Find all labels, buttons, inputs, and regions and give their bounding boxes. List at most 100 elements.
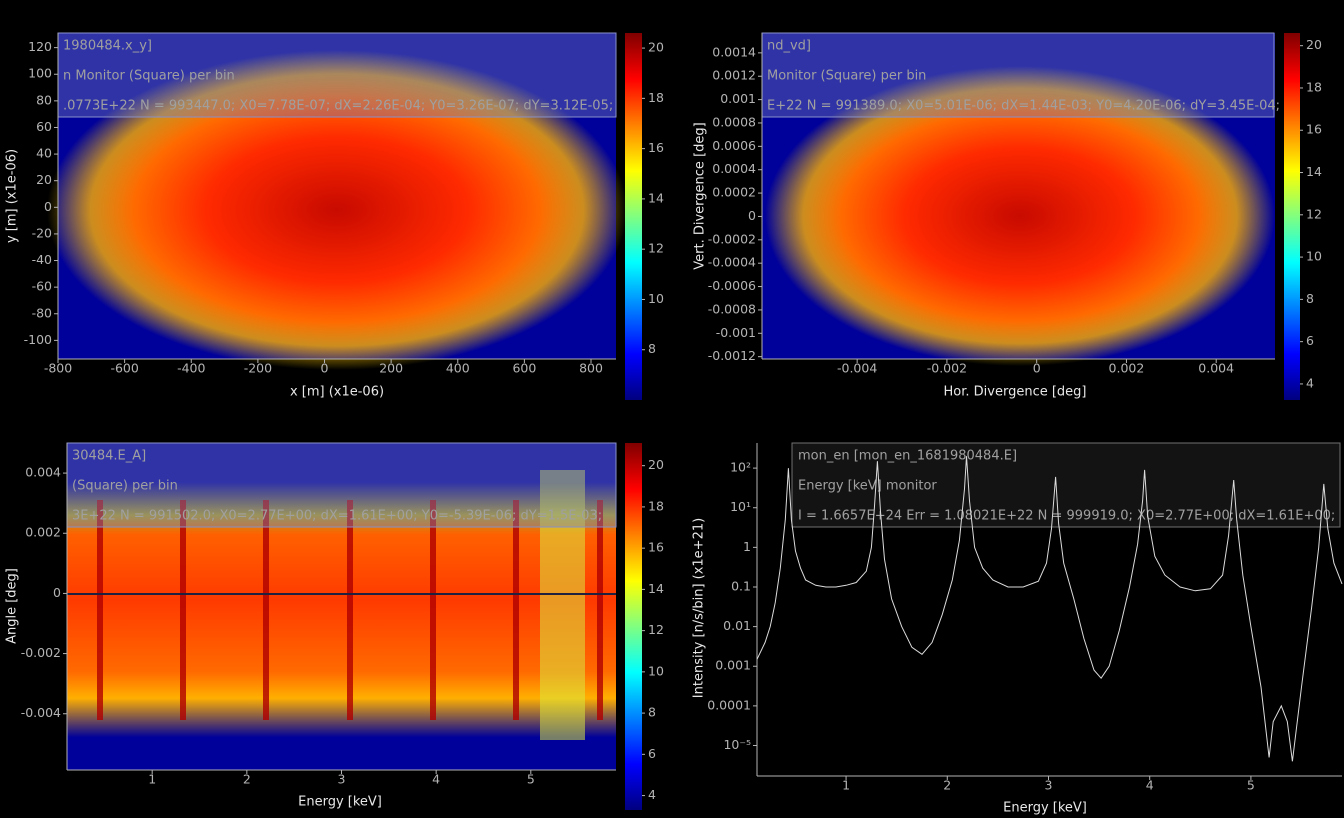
colorbar xyxy=(625,443,642,810)
x-tick-label: 0 xyxy=(1033,361,1041,376)
y-tick-label: -0.001 xyxy=(716,325,756,340)
x-tick-label: -0.004 xyxy=(837,361,877,376)
y-tick-label: 60 xyxy=(36,119,52,134)
y-tick-label: 0 xyxy=(748,208,756,223)
y-tick-label: 0 xyxy=(44,199,52,214)
colorbar-tick-label: 8 xyxy=(648,705,656,720)
colorbar-tick-label: 6 xyxy=(648,746,656,761)
y-tick-label: 0.0004 xyxy=(712,161,756,176)
colorbar-tick-label: 8 xyxy=(648,341,656,356)
colorbar-tick-label: 14 xyxy=(648,581,664,596)
y-tick-label: 20 xyxy=(36,172,52,187)
x-tick-label: 1 xyxy=(842,778,850,793)
colorbar-tick-label: 10 xyxy=(648,663,664,678)
colorbar xyxy=(1284,33,1300,400)
annotation: 1980484.x_y] xyxy=(63,39,152,54)
x-tick-label: 3 xyxy=(338,772,346,787)
y-tick-label: 40 xyxy=(36,146,52,161)
colorbar-tick-label: 20 xyxy=(648,457,664,472)
x-tick-label: 5 xyxy=(1247,778,1255,793)
x-tick-label: -0.002 xyxy=(927,361,967,376)
y-tick-label: 0.0002 xyxy=(712,185,756,200)
annotation: nd_vd] xyxy=(767,39,811,54)
colorbar-tick-label: 8 xyxy=(1306,291,1314,306)
y-axis-label: Vert. Divergence [deg] xyxy=(693,122,708,269)
y-tick-label: -0.0012 xyxy=(708,348,756,363)
annotation: I = 1.6657E+24 Err = 1.08021E+22 N = 999… xyxy=(798,509,1335,524)
x-tick-label: 0 xyxy=(321,361,329,376)
colorbar-tick-label: 16 xyxy=(648,140,664,155)
y-axis-label: Intensity [n/s/bin] (x1e+21) xyxy=(692,518,707,698)
y-tick-label: -20 xyxy=(32,225,52,240)
colorbar-tick-label: 14 xyxy=(648,190,664,205)
x-axis-label: x [m] (x1e-06) xyxy=(290,385,384,400)
x-tick-label: -800 xyxy=(44,361,72,376)
line-series xyxy=(756,456,1343,762)
y-tick-label: 80 xyxy=(36,92,52,107)
y-tick-label: -0.0006 xyxy=(708,278,756,293)
colorbar-tick-label: 18 xyxy=(648,498,664,513)
colorbar-tick-label: 6 xyxy=(1306,333,1314,348)
x-tick-label: 3 xyxy=(1045,778,1053,793)
colorbar-tick-label: 20 xyxy=(648,40,664,55)
x-tick-label: -400 xyxy=(177,361,205,376)
colorbar-tick-label: 12 xyxy=(648,622,664,637)
x-tick-label: 400 xyxy=(446,361,470,376)
colorbar-tick-label: 18 xyxy=(648,90,664,105)
colorbar-tick-label: 18 xyxy=(1306,79,1322,94)
y-tick-label: 0.0001 xyxy=(707,697,751,712)
annotation: Monitor (Square) per bin xyxy=(767,69,926,84)
colorbar-tick-label: 10 xyxy=(648,291,664,306)
y-tick-label: -0.0004 xyxy=(708,255,756,270)
annotation: n Monitor (Square) per bin xyxy=(63,69,235,84)
x-tick-label: -200 xyxy=(244,361,272,376)
y-tick-label: 0.0012 xyxy=(712,68,756,83)
y-tick-label: 0.004 xyxy=(25,465,61,480)
y-tick-label: -100 xyxy=(24,332,52,347)
colorbar-tick-label: 16 xyxy=(648,540,664,555)
info-box xyxy=(57,32,1341,528)
y-tick-label: 0.001 xyxy=(720,91,756,106)
x-tick-label: 2 xyxy=(943,778,951,793)
y-tick-label: -60 xyxy=(32,279,52,294)
y-tick-label: 0.002 xyxy=(25,525,61,540)
x-tick-label: 2 xyxy=(243,772,251,787)
y-tick-label: 0.0006 xyxy=(712,138,756,153)
y-axis-label: y [m] (x1e-06) xyxy=(5,149,20,243)
annotation: Energy [keV] monitor xyxy=(798,479,937,494)
x-tick-label: -600 xyxy=(110,361,138,376)
colorbar-tick-label: 4 xyxy=(1306,375,1314,390)
annotation: mon_en [mon_en_1681980484.E] xyxy=(798,449,1017,464)
y-tick-label: 0.001 xyxy=(715,658,751,673)
heatmap-image xyxy=(47,33,1275,770)
y-tick-label: -40 xyxy=(32,252,52,267)
x-tick-label: 0.002 xyxy=(1109,361,1145,376)
annotation: .0773E+22 N = 993447.0; X0=7.78E-07; dX=… xyxy=(63,99,613,114)
colorbar xyxy=(625,33,642,400)
x-tick-label: 5 xyxy=(527,772,535,787)
x-axis-label: Hor. Divergence [deg] xyxy=(944,385,1087,400)
colorbar-tick-label: 12 xyxy=(648,241,664,256)
y-tick-label: -0.002 xyxy=(21,645,61,660)
y-tick-label: 0.0014 xyxy=(712,44,756,59)
colorbar-tick-label: 4 xyxy=(648,787,656,802)
colorbar-tick-label: 12 xyxy=(1306,206,1322,221)
x-tick-label: 600 xyxy=(512,361,536,376)
colorbar-tick-label: 16 xyxy=(1306,122,1322,137)
y-tick-label: 10¹ xyxy=(730,499,751,514)
x-tick-label: 4 xyxy=(1146,778,1154,793)
annotation: E+22 N = 991389.0; X0=5.01E-06; dX=1.44E… xyxy=(767,99,1280,114)
y-tick-label: 100 xyxy=(28,66,52,81)
x-tick-label: 0.004 xyxy=(1198,361,1234,376)
y-tick-label: -80 xyxy=(32,305,52,320)
colorbar-tick-label: 10 xyxy=(1306,249,1322,264)
y-tick-label: -0.004 xyxy=(21,705,61,720)
y-tick-label: 0 xyxy=(53,585,61,600)
y-tick-label: 10⁻⁵ xyxy=(723,737,751,752)
y-tick-label: -0.0002 xyxy=(708,231,756,246)
x-tick-label: 1 xyxy=(148,772,156,787)
colorbar-tick-label: 14 xyxy=(1306,164,1322,179)
annotation: (Square) per bin xyxy=(72,479,178,494)
y-tick-label: 120 xyxy=(28,39,52,54)
